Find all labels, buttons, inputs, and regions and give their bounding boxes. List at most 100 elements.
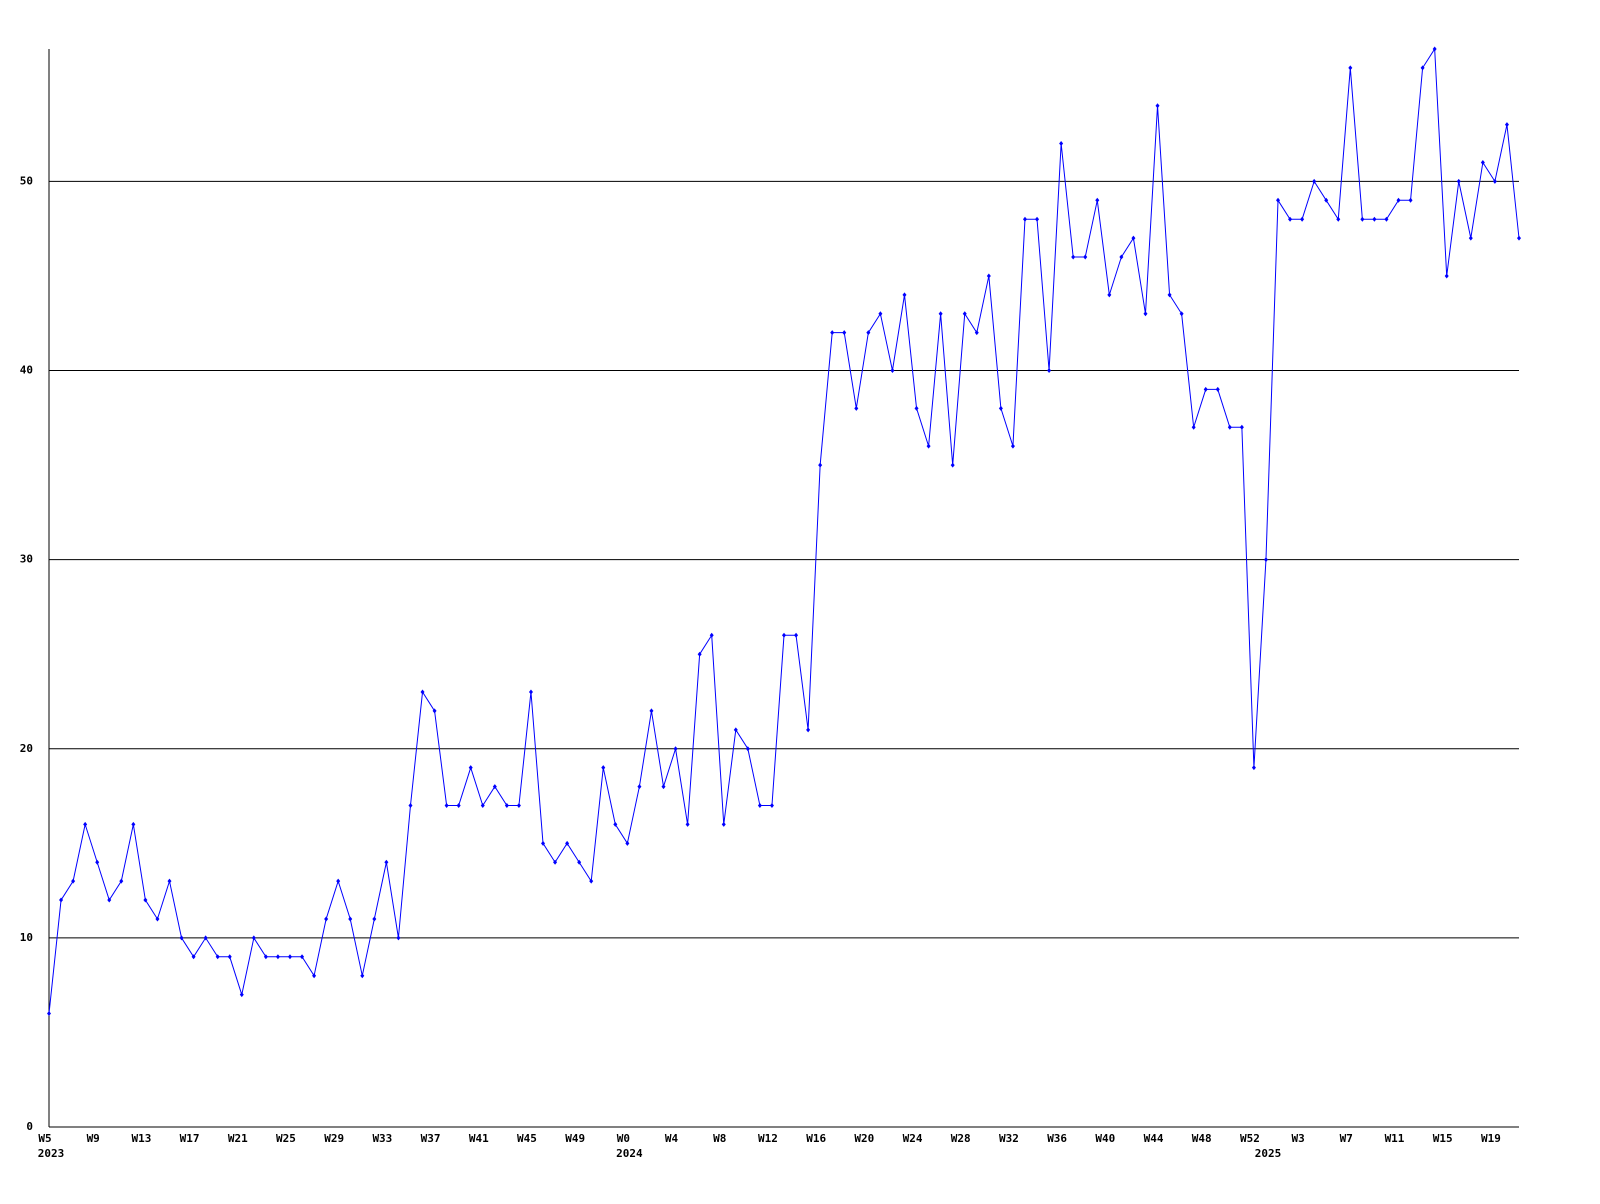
y-tick-label: 0 — [26, 1120, 33, 1133]
point — [1300, 216, 1305, 222]
x-tick-label: W24 — [903, 1132, 923, 1145]
point — [830, 330, 835, 336]
point — [673, 746, 678, 752]
point — [782, 632, 786, 638]
year-label: 2023 — [38, 1147, 65, 1160]
point — [203, 935, 208, 941]
y-tick-label: 10 — [20, 931, 33, 944]
x-tick-label: W33 — [372, 1132, 392, 1145]
point — [360, 973, 365, 979]
point — [613, 821, 618, 827]
x-tick-label: W3 — [1291, 1132, 1304, 1145]
point — [1203, 386, 1208, 392]
x-tick-label: W28 — [951, 1132, 971, 1145]
x-tick-label: W49 — [565, 1132, 585, 1145]
point — [794, 632, 799, 638]
point — [1408, 197, 1413, 203]
point — [998, 405, 1003, 411]
point — [1035, 216, 1040, 222]
point — [1107, 292, 1112, 298]
point — [420, 689, 425, 695]
point — [842, 330, 847, 336]
x-tick-label: W8 — [713, 1132, 726, 1145]
point — [528, 689, 533, 695]
point — [697, 651, 702, 657]
point — [480, 802, 485, 808]
point — [601, 765, 606, 771]
point — [1083, 254, 1088, 260]
x-tick-label: W9 — [87, 1132, 100, 1145]
point — [649, 708, 654, 714]
point — [1444, 273, 1449, 279]
point — [71, 878, 76, 884]
point — [1059, 141, 1064, 147]
point — [1396, 197, 1401, 203]
point — [565, 840, 570, 846]
point — [372, 916, 377, 922]
point — [95, 859, 100, 865]
x-tick-label: W15 — [1433, 1132, 1453, 1145]
point — [1480, 159, 1485, 165]
point — [215, 954, 220, 960]
point — [263, 954, 268, 960]
x-tick-label: W52 — [1240, 1132, 1260, 1145]
point — [854, 405, 859, 411]
point — [1227, 424, 1232, 430]
point — [1456, 178, 1461, 184]
y-tick-label: 20 — [20, 742, 33, 755]
point — [468, 765, 473, 771]
point — [191, 954, 196, 960]
point — [504, 802, 509, 808]
point — [1336, 216, 1341, 222]
x-tick-label: W19 — [1481, 1132, 1501, 1145]
point — [155, 916, 160, 922]
point — [890, 368, 895, 374]
point — [239, 992, 244, 998]
point — [1239, 424, 1244, 430]
point — [336, 878, 341, 884]
point — [1155, 103, 1160, 109]
point — [107, 897, 112, 903]
point — [1372, 216, 1377, 222]
point — [541, 840, 546, 846]
point — [818, 462, 823, 468]
point — [914, 405, 919, 411]
x-tick-label: W7 — [1340, 1132, 1353, 1145]
point — [1432, 46, 1437, 52]
point — [348, 916, 353, 922]
x-tick-label: W11 — [1385, 1132, 1405, 1145]
point — [1324, 197, 1329, 203]
point — [709, 632, 714, 638]
point — [1143, 311, 1148, 317]
point — [769, 802, 774, 808]
point — [1517, 235, 1521, 241]
x-tick-label: W13 — [131, 1132, 151, 1145]
point — [227, 954, 232, 960]
x-tick-label: W41 — [469, 1132, 489, 1145]
point — [384, 859, 389, 865]
point — [757, 802, 762, 808]
x-tick-label: W45 — [517, 1132, 537, 1145]
point — [745, 746, 750, 752]
x-tick-label: W21 — [228, 1132, 248, 1145]
point — [1131, 235, 1136, 241]
x-tick-label: W44 — [1144, 1132, 1164, 1145]
x-tick-label: W29 — [324, 1132, 344, 1145]
x-tick-label: W37 — [421, 1132, 441, 1145]
point — [938, 311, 943, 317]
point — [312, 973, 317, 979]
point — [1179, 311, 1184, 317]
x-tick-label: W48 — [1192, 1132, 1212, 1145]
point — [1348, 65, 1353, 71]
point — [1119, 254, 1124, 260]
point — [589, 878, 594, 884]
point — [661, 784, 666, 790]
x-tick-label: W40 — [1095, 1132, 1115, 1145]
point — [974, 330, 979, 336]
point — [119, 878, 124, 884]
x-tick-label: W5 — [38, 1132, 51, 1145]
point — [444, 802, 449, 808]
point — [59, 897, 64, 903]
point — [1420, 65, 1425, 71]
y-tick-label: 30 — [20, 553, 33, 566]
